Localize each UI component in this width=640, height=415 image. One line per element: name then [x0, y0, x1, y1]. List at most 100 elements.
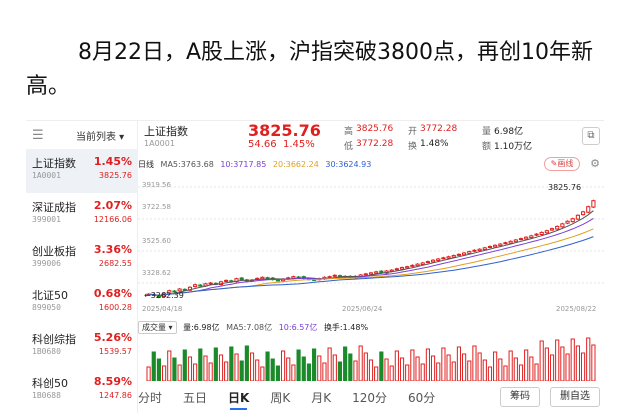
index-change-pct: 8.59% — [93, 375, 132, 388]
sidebar-header: ☰ 当前列表 ▾ — [26, 121, 137, 149]
index-change-pct: 0.68% — [93, 287, 132, 300]
volume-bar — [353, 360, 358, 381]
last-price-marker: 3825.76 — [548, 183, 582, 192]
volume-chart[interactable] — [138, 337, 604, 381]
candle — [472, 249, 477, 252]
vol-ma10: 10:6.57亿 — [278, 323, 318, 332]
vol-value: 量:6.98亿 — [183, 323, 220, 332]
ma10-line — [148, 217, 594, 297]
volume-bar — [539, 340, 544, 381]
draw-line-button[interactable]: ✎画线 — [544, 157, 580, 171]
candle — [332, 274, 337, 277]
period-tabs: 分时 五日 日K 周K 月K 120分 60分 — [138, 383, 604, 411]
volume-bar — [493, 351, 498, 381]
candle — [172, 290, 177, 293]
share-icon[interactable]: ⧉ — [582, 127, 600, 145]
candle — [425, 261, 430, 264]
volume-indicator-dropdown[interactable]: 成交量 ▾ — [138, 321, 177, 334]
volume-bar — [415, 356, 420, 381]
sidebar-item-0[interactable]: 上证指数 1A0001 1.45% 3825.76 — [26, 149, 138, 193]
sidebar-item-1[interactable]: 深证成指 399001 2.07% 12166.06 — [26, 193, 138, 237]
index-value: 12166.06 — [93, 215, 132, 224]
volume-bar — [244, 345, 249, 381]
tab-2[interactable]: 日K — [228, 390, 250, 410]
candle — [374, 271, 379, 274]
volume-bar — [549, 354, 555, 381]
ma5-line — [148, 210, 594, 297]
tab-1[interactable]: 五日 — [183, 390, 208, 405]
candle — [405, 266, 410, 269]
index-value: 2682.55 — [98, 259, 132, 268]
index-name: 上证指数 — [32, 157, 76, 170]
ma-legend: 日线 MA5:3763.68 10:3717.85 20:3662.24 30:… — [138, 159, 604, 173]
volume-bar — [286, 357, 291, 381]
volume-bar — [410, 349, 415, 381]
candle — [208, 282, 213, 285]
ma10-label: 10:3717.85 — [220, 160, 267, 169]
tab-4[interactable]: 月K — [311, 390, 332, 405]
index-value: 1247.86 — [98, 391, 132, 400]
candle — [467, 251, 472, 254]
index-value: 1600.28 — [98, 303, 132, 312]
candle — [291, 276, 296, 279]
remove-watchlist-button[interactable]: 删自选 — [550, 387, 600, 407]
sidebar-item-5[interactable]: 科创50 1B0688 8.59% 1247.86 — [26, 369, 138, 413]
volume-bar — [348, 353, 353, 381]
tab-6[interactable]: 60分 — [408, 390, 436, 405]
date-mid: 2025/06/24 — [342, 305, 383, 313]
candle — [198, 284, 203, 287]
date-start: 2025/04/18 — [142, 305, 183, 313]
candlestick-chart[interactable] — [138, 175, 604, 305]
main-panel: 上证指数 1A0001 3825.76 54.66 1.45% 高 3825.7… — [138, 121, 604, 413]
high-label: 高 — [344, 127, 354, 137]
settings-icon[interactable]: ⚙ — [590, 157, 600, 170]
volume-bar — [586, 337, 591, 381]
volume-bar — [229, 346, 234, 381]
ma5-label: MA5:3763.68 — [160, 160, 214, 169]
chips-button[interactable]: 筹码 — [500, 387, 540, 407]
tab-0[interactable]: 分时 — [138, 390, 163, 405]
volume-bar — [399, 357, 405, 381]
index-change-pct: 3.36% — [93, 243, 132, 256]
sort-dropdown[interactable]: 当前列表 ▾ — [76, 131, 125, 143]
quote-code: 1A0001 — [144, 139, 175, 148]
index-name: 深证成指 — [32, 201, 76, 214]
candle — [430, 259, 436, 263]
candle — [508, 240, 513, 244]
candle — [239, 277, 244, 281]
tab-3[interactable]: 周K — [270, 390, 291, 405]
volume-bar — [591, 344, 596, 381]
candle — [482, 247, 487, 251]
candle — [487, 245, 493, 248]
sidebar-item-2[interactable]: 创业板指 399006 3.36% 2682.55 — [26, 237, 138, 281]
index-change-pct: 2.07% — [93, 199, 132, 212]
amount-label: 额 — [482, 142, 492, 152]
volume-bar — [544, 347, 549, 381]
volume-bar — [182, 349, 187, 381]
sidebar-item-4[interactable]: 科创综指 1B0680 5.26% 1539.57 — [26, 325, 138, 369]
index-code: 399001 — [32, 215, 61, 224]
candle — [591, 200, 596, 208]
index-sidebar: ☰ 当前列表 ▾ 上证指数 1A0001 1.45% 3825.76 深证成指 39900… — [26, 121, 138, 413]
volume-bar — [529, 356, 534, 381]
index-code: 1A0001 — [32, 171, 61, 180]
volume-bar — [487, 366, 493, 381]
volume-bar — [524, 349, 529, 381]
volume-bar — [580, 352, 586, 381]
menu-icon[interactable]: ☰ — [32, 127, 44, 143]
volume-bar — [187, 356, 193, 381]
volume-bar — [477, 352, 482, 381]
candle — [462, 252, 467, 256]
y-tick-4: 3328.62 — [142, 269, 171, 277]
volume-bar — [441, 347, 446, 381]
volume-bar — [162, 365, 167, 381]
ma20-label: 20:3662.24 — [272, 160, 319, 169]
tab-5[interactable]: 120分 — [352, 390, 387, 405]
sidebar-item-3[interactable]: 北证50 899050 0.68% 1600.28 — [26, 281, 138, 325]
volume-label: 量 — [482, 127, 492, 137]
volume-bar — [255, 359, 260, 381]
candle — [580, 211, 586, 216]
candle — [446, 256, 451, 259]
volume-legend: 成交量 ▾ 量:6.98亿 MA5:7.08亿 10:6.57亿 换手:1.48… — [138, 321, 604, 335]
candle — [560, 223, 565, 228]
